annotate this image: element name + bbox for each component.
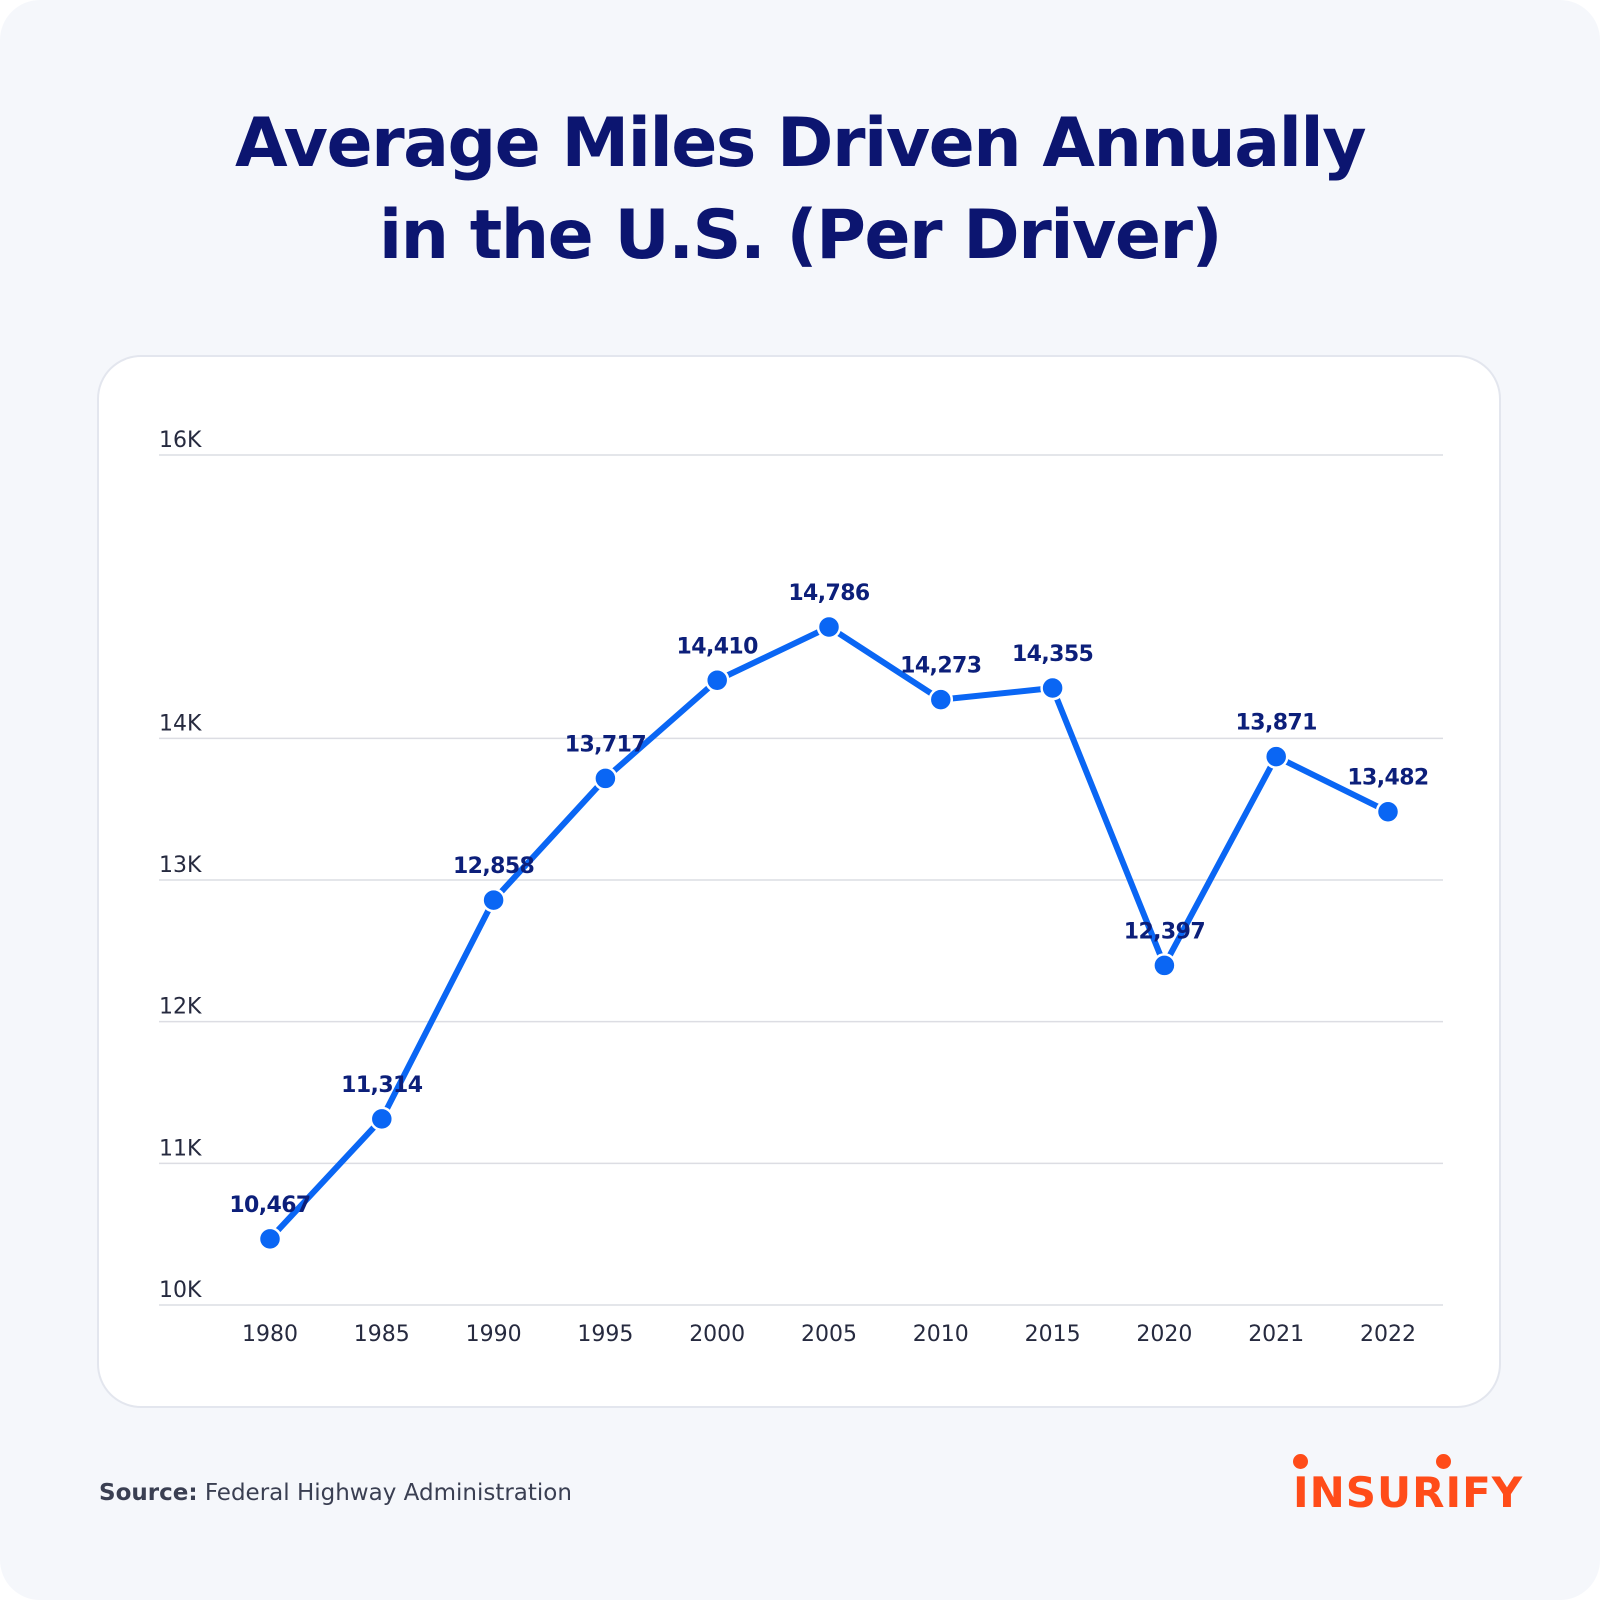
x-tick-label: 1995 (577, 1322, 633, 1347)
y-tick-label: 11K (159, 1136, 202, 1161)
data-point-2020 (1152, 953, 1177, 978)
line-chart: 10K 11K 12K 13K 14K 16K 1980 1985 1990 1995 2000 20… (159, 428, 1443, 1347)
logo-dot-right (1436, 1454, 1451, 1469)
source-note: Source: Federal Highway Administration (99, 1480, 572, 1506)
x-tick-label: 2000 (689, 1322, 745, 1347)
data-point-2021 (1263, 744, 1289, 769)
x-tick-label: 1985 (354, 1322, 410, 1347)
data-point-2005 (816, 614, 842, 640)
x-tick-label: 2022 (1360, 1322, 1416, 1347)
x-tick-label: 2010 (913, 1322, 969, 1347)
logo-dot-left (1293, 1454, 1308, 1469)
data-label: 11,314 (341, 1073, 423, 1098)
source-label: Source: (99, 1480, 198, 1506)
data-label: 14,786 (788, 581, 870, 606)
data-label: 13,717 (565, 732, 646, 757)
data-label: 13,871 (1236, 711, 1317, 736)
y-tick-label: 14K (159, 711, 202, 736)
data-point-2000 (704, 668, 730, 693)
data-label: 12,858 (453, 854, 534, 879)
title-line-1: Average Miles Driven Annually (234, 104, 1367, 183)
data-point-1995 (593, 766, 618, 791)
x-tick-label: 2020 (1136, 1322, 1192, 1347)
data-point-1980 (257, 1226, 283, 1252)
y-tick-label: 16K (159, 428, 202, 453)
data-label: 14,355 (1012, 642, 1093, 667)
data-label: 14,410 (677, 634, 759, 659)
data-label: 13,482 (1347, 766, 1428, 791)
data-label: 14,273 (900, 654, 981, 679)
data-point-2022 (1375, 799, 1401, 824)
x-tick-label: 1990 (466, 1322, 522, 1347)
title-line-2: in the U.S. (Per Driver) (378, 196, 1223, 275)
series-line (267, 623, 1391, 1242)
data-point-1990 (481, 887, 506, 913)
x-tick-label: 2015 (1025, 1322, 1081, 1347)
x-tick-label: 2005 (801, 1322, 857, 1347)
page-title: Average Miles Driven Annually in the U.S… (0, 98, 1600, 282)
y-tick-label: 10K (159, 1278, 202, 1303)
data-point-1985 (369, 1106, 395, 1132)
y-tick-label: 13K (159, 853, 202, 878)
insurify-logo: INSURIFY (1293, 1452, 1522, 1522)
data-label: 10,467 (229, 1193, 310, 1218)
source-text: Federal Highway Administration (197, 1480, 572, 1506)
logo-text: INSURIFY (1293, 1468, 1524, 1517)
x-tick-label: 1980 (242, 1322, 298, 1347)
chart-card: 10K 11K 12K 13K 14K 16K 1980 1985 1990 1995 2000 20… (97, 355, 1501, 1408)
x-tick-label: 2021 (1248, 1322, 1304, 1347)
data-label: 12,397 (1124, 919, 1205, 944)
y-tick-label: 12K (159, 995, 202, 1020)
data-point-2015 (1040, 675, 1065, 701)
data-point-2010 (928, 687, 954, 712)
